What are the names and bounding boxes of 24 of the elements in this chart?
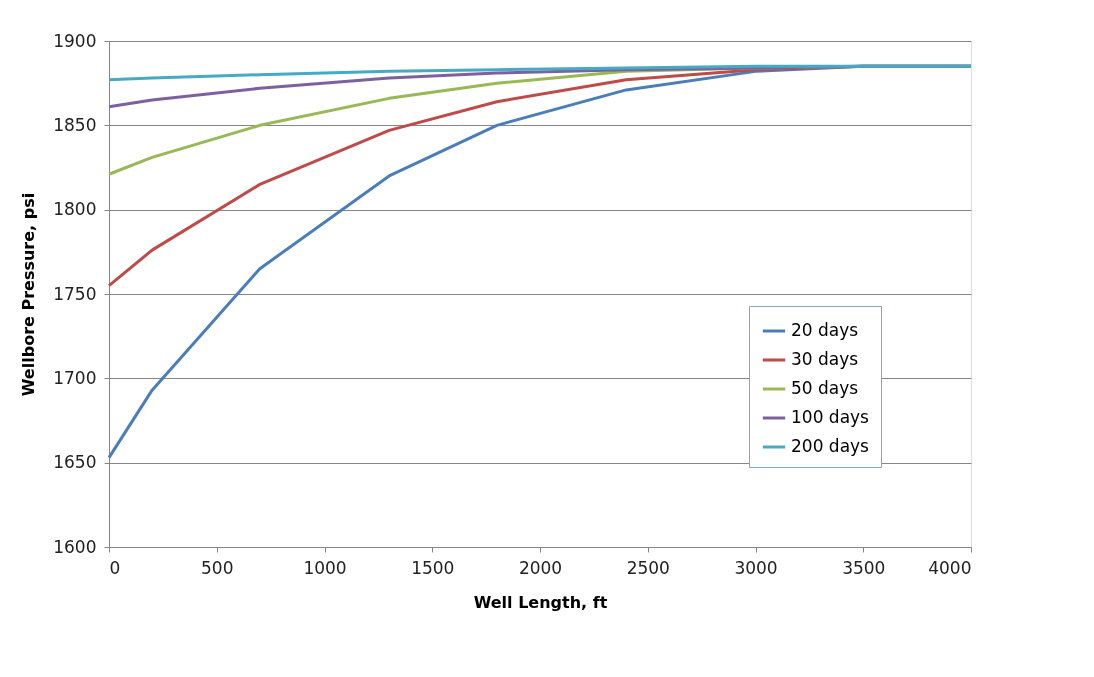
y-axis-title: Wellbore Pressure, psi (19, 192, 39, 397)
y-tick-label: 1900 (53, 30, 97, 51)
y-tick-label: 1600 (53, 536, 97, 557)
y-tick-label: 1750 (53, 283, 97, 304)
legend-label: 50 days (791, 378, 859, 398)
x-tick-label: 3000 (734, 557, 778, 578)
x-axis-title: Well Length, ft (473, 592, 608, 612)
x-tick-label: 1500 (411, 557, 455, 578)
x-tick-label: 2000 (518, 557, 563, 578)
y-tick-label: 1700 (53, 367, 97, 388)
y-tick-label: 1850 (53, 114, 97, 135)
x-tick-label: 3500 (842, 557, 886, 578)
x-tick-label: 1000 (303, 557, 347, 578)
x-tick-label: 4000 (928, 557, 972, 578)
legend-label: 200 days (791, 436, 870, 456)
legend-label: 30 days (791, 349, 859, 369)
y-tick-label: 1650 (53, 452, 97, 473)
legend-label: 20 days (791, 320, 859, 340)
x-tick-label: 2500 (626, 557, 670, 578)
line-series (107, 64, 973, 82)
y-tick-label: 1800 (53, 199, 97, 220)
legend-label: 100 days (791, 407, 870, 427)
x-tick-label: 500 (201, 557, 234, 578)
x-tick-label: 0 (109, 557, 121, 578)
